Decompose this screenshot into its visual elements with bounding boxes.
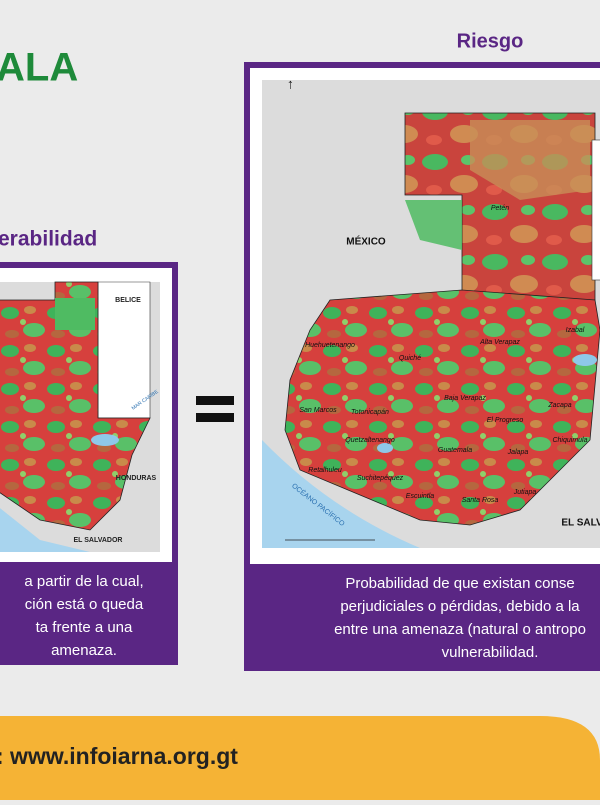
map-label: EL SALV <box>561 518 600 529</box>
map-label: BELICE <box>115 297 141 304</box>
right-map-patch <box>405 200 462 250</box>
left-map-patch <box>55 298 95 330</box>
map-label: Jutiapa <box>513 489 537 496</box>
map-label: San Marcos <box>299 407 337 414</box>
right-map-patch <box>470 120 590 200</box>
title-fragment: ALA <box>0 46 78 90</box>
map-label: Petén <box>491 205 509 212</box>
description-line: a partir de la cual, <box>24 573 143 590</box>
map-label: Suchitepéquez <box>357 475 404 482</box>
map-label: Baja Verapaz <box>444 395 486 402</box>
map-label: Zacapa <box>547 402 571 409</box>
map-label: Totonicapán <box>351 409 389 416</box>
description-line: vulnerabilidad. <box>442 644 539 661</box>
description-line: ta frente a una <box>36 619 133 636</box>
map-label: Chiquimula <box>552 437 587 444</box>
right-sea <box>262 440 420 548</box>
description-line: Probabilidad de que existan conse <box>345 575 574 592</box>
footer-band <box>0 716 600 800</box>
right-text-box <box>244 565 600 671</box>
map-label: Quiché <box>399 355 421 362</box>
map-label: HONDURAS <box>116 475 157 482</box>
right-belize-panel <box>591 139 600 281</box>
left-sea <box>0 508 90 552</box>
description-line: perjudiciales o pérdidas, debido a la <box>340 598 580 615</box>
left-map-country <box>0 281 151 531</box>
map-label: El Progreso <box>487 417 524 424</box>
equals-bar <box>196 396 234 405</box>
map-label: Santa Rosa <box>462 497 499 504</box>
right-map-south <box>284 289 600 526</box>
description-line: entre una amenaza (natural o antropo <box>334 621 586 638</box>
right-heading: Riesgo <box>457 30 524 52</box>
left-lake <box>91 434 119 446</box>
map-label: Guatemala <box>438 447 472 454</box>
left-text-box <box>0 565 178 665</box>
map-label: Alta Verapaz <box>479 339 520 346</box>
map-label: Escuintla <box>406 493 435 500</box>
map-label: Quetzaltenango <box>345 437 395 444</box>
map-label: Izabal <box>566 327 585 334</box>
map-label: Huehuetenango <box>305 342 355 349</box>
map-label: EL SALVADOR <box>73 537 122 544</box>
description-line: amenaza. <box>51 642 117 659</box>
map-label: MÉXICO <box>346 235 386 248</box>
right-lake <box>377 443 393 453</box>
footer-text: : www.infoiarna.org.gt <box>0 743 238 769</box>
map-label: Jalapa <box>507 449 529 456</box>
map-label: Retalhuleu <box>308 467 342 474</box>
description-line: ción está o queda <box>25 596 144 613</box>
right-lake <box>573 354 597 366</box>
north-arrow: ↑ <box>287 76 294 92</box>
equals-bar <box>196 413 234 422</box>
left-heading: erabilidad <box>0 228 97 251</box>
